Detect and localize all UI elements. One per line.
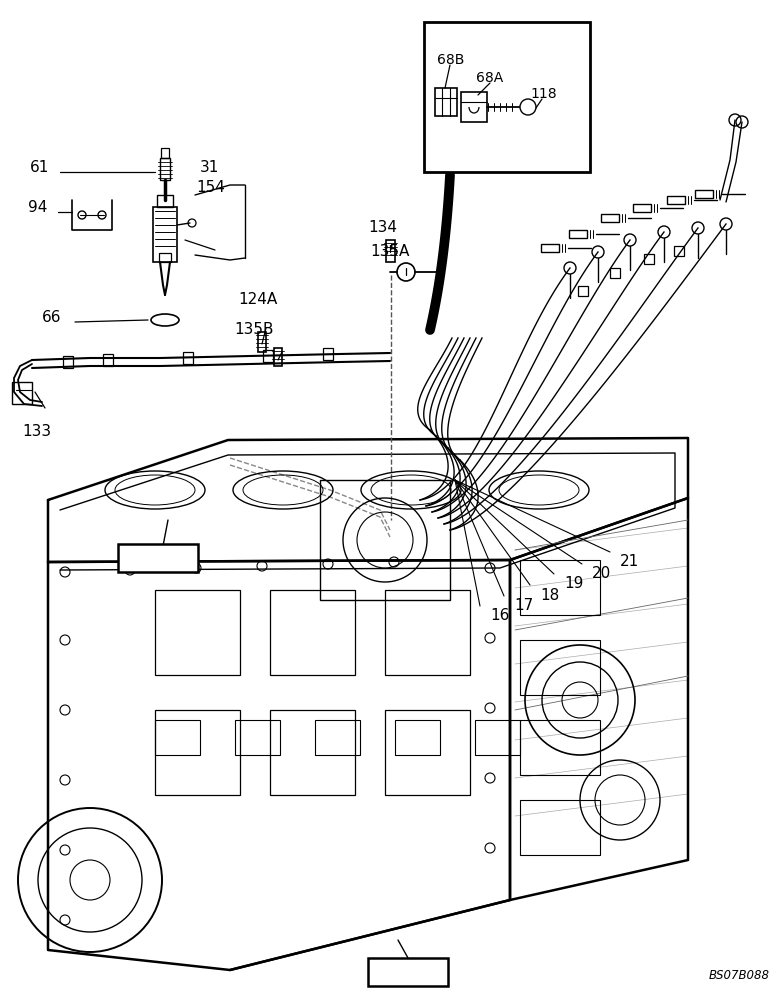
Bar — [274, 348, 282, 366]
Text: 18: 18 — [540, 587, 559, 602]
Bar — [435, 88, 457, 116]
Text: 20: 20 — [592, 566, 612, 582]
Text: 61: 61 — [30, 160, 49, 176]
Bar — [263, 350, 273, 362]
Bar — [578, 286, 588, 296]
Text: 68A: 68A — [476, 71, 503, 85]
Bar — [569, 230, 587, 238]
Text: 0-12: 0-12 — [390, 964, 425, 980]
Text: 66: 66 — [42, 310, 61, 326]
Bar — [157, 195, 173, 207]
Bar — [461, 92, 487, 122]
Text: 0-11: 0-11 — [141, 550, 175, 566]
Bar — [386, 240, 395, 262]
Bar — [368, 958, 448, 986]
Text: 31: 31 — [200, 160, 220, 176]
Bar — [601, 214, 619, 222]
Text: 68B: 68B — [437, 53, 464, 67]
Bar — [161, 148, 169, 158]
Bar — [674, 246, 684, 256]
Bar — [610, 268, 620, 278]
Bar — [695, 190, 713, 198]
Bar — [235, 720, 280, 755]
Bar — [395, 720, 440, 755]
Text: 154: 154 — [196, 180, 225, 196]
Text: 17: 17 — [514, 598, 533, 613]
Circle shape — [520, 99, 536, 115]
Bar — [644, 254, 654, 264]
Text: 135B: 135B — [234, 322, 274, 338]
Text: 94: 94 — [28, 200, 47, 216]
Text: 21: 21 — [620, 554, 639, 570]
Bar — [155, 710, 240, 795]
Bar — [155, 720, 200, 755]
Bar — [315, 720, 360, 755]
Bar — [541, 244, 559, 252]
Bar — [183, 352, 193, 364]
Bar — [385, 710, 470, 795]
Bar — [667, 196, 685, 204]
Text: 19: 19 — [564, 576, 583, 591]
Text: 134: 134 — [368, 221, 397, 235]
Bar — [12, 382, 32, 404]
Bar — [633, 204, 651, 212]
Bar — [270, 590, 355, 675]
Bar — [424, 22, 590, 172]
Bar — [520, 800, 600, 855]
Bar — [520, 720, 600, 775]
Bar — [258, 332, 266, 352]
Bar — [323, 348, 333, 360]
Bar — [153, 207, 177, 262]
Bar — [160, 158, 170, 180]
Text: 16: 16 — [490, 608, 510, 624]
Bar — [520, 640, 600, 695]
Bar — [385, 590, 470, 675]
Text: 133: 133 — [22, 424, 51, 440]
Bar — [103, 354, 113, 366]
Bar — [475, 720, 520, 755]
Text: 135A: 135A — [370, 244, 409, 259]
Bar — [270, 710, 355, 795]
Text: 118: 118 — [530, 87, 557, 101]
Bar — [118, 544, 198, 572]
Bar — [520, 560, 600, 615]
Bar — [320, 480, 450, 600]
Text: BS07B088: BS07B088 — [709, 969, 770, 982]
Bar — [63, 356, 73, 368]
Text: 124A: 124A — [238, 292, 278, 308]
Bar — [159, 253, 171, 262]
Bar — [155, 590, 240, 675]
